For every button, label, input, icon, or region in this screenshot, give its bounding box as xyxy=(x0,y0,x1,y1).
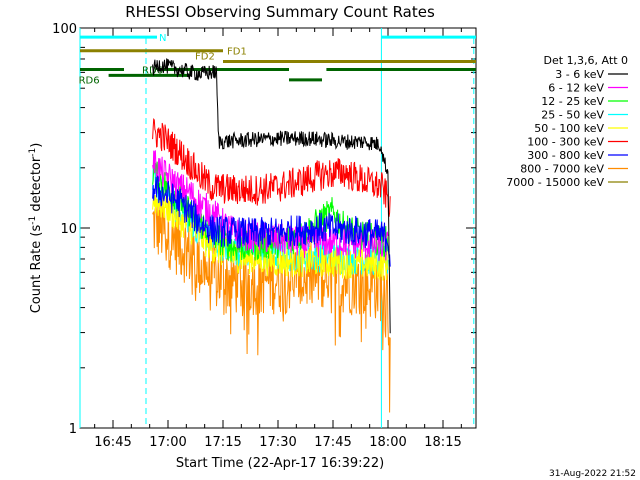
legend-label: 12 - 25 keV xyxy=(541,95,604,108)
x-tick-label: 17:30 xyxy=(259,435,296,450)
flag-label: N xyxy=(159,33,166,44)
legend-label: 800 - 7000 keV xyxy=(520,163,604,176)
legend-label: 50 - 100 keV xyxy=(534,122,604,135)
series-trace xyxy=(152,194,391,413)
y-tick-label: 1 xyxy=(69,422,77,437)
x-tick-label: 18:00 xyxy=(369,435,406,450)
series-trace xyxy=(152,175,391,267)
chart-title: RHESSI Observing Summary Count Rates xyxy=(125,3,435,21)
x-tick-label: 17:00 xyxy=(149,435,186,450)
x-tick-label: 17:15 xyxy=(204,435,241,450)
legend-header: Det 1,3,6, Att 0 xyxy=(544,54,628,67)
flag-label: RD6 xyxy=(142,66,163,77)
x-axis-label: Start Time (22-Apr-17 16:39:22) xyxy=(176,456,384,471)
legend-label: 100 - 300 keV xyxy=(527,136,604,149)
y-axis-label: Count Rate (s-1 detector-1) xyxy=(28,143,44,314)
flag-label: FD1 xyxy=(227,47,247,58)
legend-label: 3 - 6 keV xyxy=(555,68,604,81)
plot-area: 16:45 17:00 17:15 17:30 17:45 18:00 18:15 1 10 10… xyxy=(52,22,477,450)
y-tick-label: 10 xyxy=(60,222,77,237)
legend-label: 6 - 12 keV xyxy=(548,82,604,95)
y-tick-label: 100 xyxy=(52,22,77,37)
flag-label: FD2 xyxy=(195,51,215,62)
series-trace xyxy=(152,118,391,217)
flag-label: RD6 xyxy=(79,75,100,86)
legend-label: 25 - 50 keV xyxy=(541,109,604,122)
series-trace xyxy=(152,191,389,281)
x-tick-label: 17:45 xyxy=(314,435,351,450)
footer-timestamp: 31-Aug-2022 21:52 xyxy=(549,469,636,479)
series-trace xyxy=(152,58,391,334)
legend-label: 300 - 800 keV xyxy=(527,149,604,162)
legend-label: 7000 - 15000 keV xyxy=(506,176,604,189)
x-tick-label: 18:15 xyxy=(424,435,461,450)
x-tick-label: 16:45 xyxy=(94,435,131,450)
